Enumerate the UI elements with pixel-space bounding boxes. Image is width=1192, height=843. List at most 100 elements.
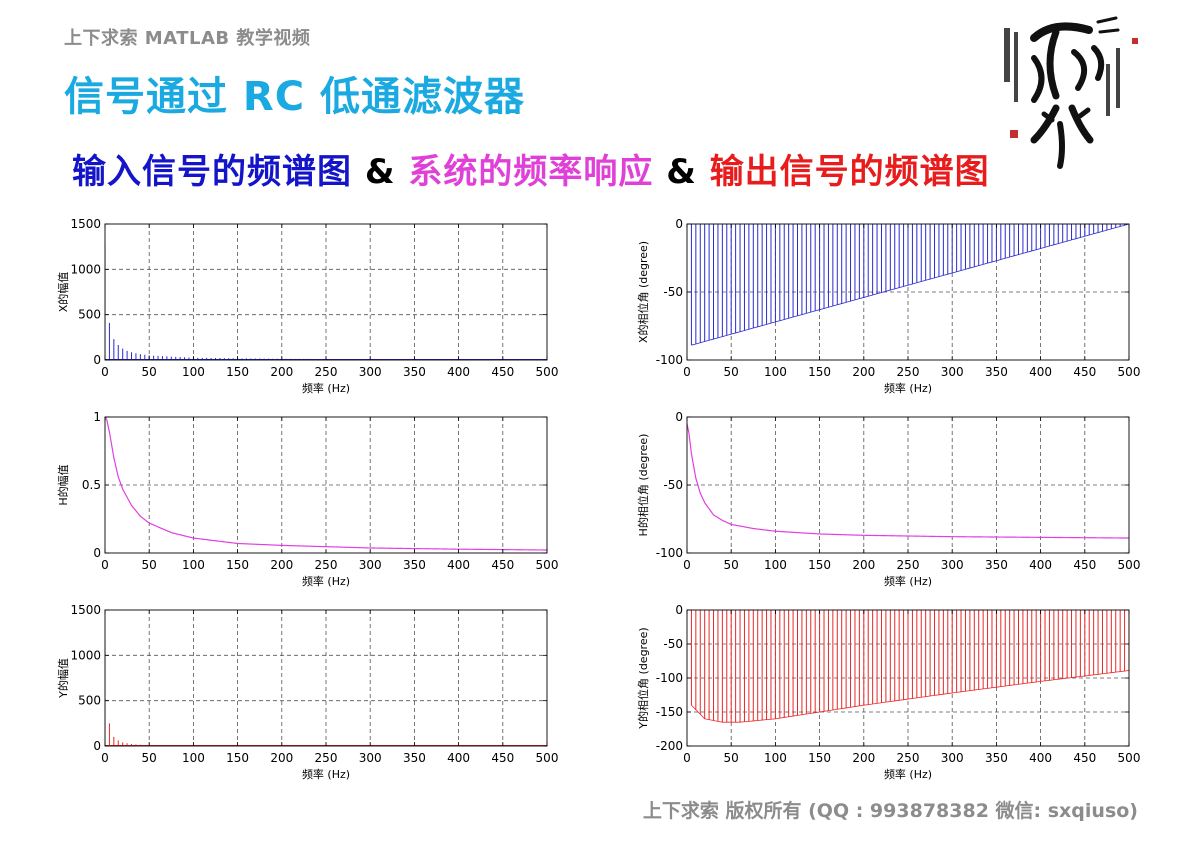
- x-axis-label: 频率 (Hz): [302, 767, 350, 781]
- tick-label-y: 0: [675, 217, 683, 231]
- tick-label-y: 0: [675, 603, 683, 617]
- tick-label-y: 1: [93, 410, 101, 424]
- tick-label-x: 450: [491, 558, 514, 572]
- y-axis-label: Y的相位角 (degree): [636, 627, 650, 729]
- tick-label-y: -50: [663, 637, 683, 651]
- tick-label-x: 500: [1118, 558, 1141, 572]
- tick-label-x: 50: [724, 558, 739, 572]
- data-series: [690, 224, 1129, 346]
- tick-label-x: 400: [447, 365, 470, 379]
- data-series: [690, 610, 1129, 723]
- tick-label-x: 200: [270, 558, 293, 572]
- tick-label-x: 400: [1029, 751, 1052, 765]
- tick-label-x: 100: [764, 365, 787, 379]
- tick-label-x: 100: [182, 365, 205, 379]
- page-title: 信号通过 RC 低通滤波器: [64, 74, 526, 120]
- subtitle-part: &: [666, 152, 710, 192]
- tick-label-y: 1000: [70, 648, 101, 662]
- tick-label-y: 500: [78, 694, 101, 708]
- y-axis-label: X的相位角 (degree): [636, 241, 650, 343]
- tick-label-x: 250: [897, 365, 920, 379]
- tick-label-x: 350: [403, 365, 426, 379]
- subtitle-part: 系统的频率响应: [408, 152, 667, 192]
- tick-label-x: 150: [808, 558, 831, 572]
- tick-label-x: 350: [403, 751, 426, 765]
- tick-label-y: -100: [656, 671, 683, 685]
- tick-label-x: 250: [897, 558, 920, 572]
- tick-label-x: 50: [724, 751, 739, 765]
- tick-label-y: 500: [78, 308, 101, 322]
- tick-label-y: 1000: [70, 262, 101, 276]
- data-series: [105, 417, 547, 551]
- tick-label-y: -200: [656, 739, 683, 753]
- tick-label-x: 50: [142, 365, 157, 379]
- tick-label-x: 500: [536, 365, 559, 379]
- tick-label-y: -50: [663, 478, 683, 492]
- response-curve: [105, 417, 547, 551]
- tick-label-x: 0: [683, 751, 691, 765]
- tick-label-x: 0: [683, 558, 691, 572]
- tick-label-x: 100: [764, 751, 787, 765]
- tick-label-x: 500: [1118, 365, 1141, 379]
- tick-label-x: 350: [985, 558, 1008, 572]
- seal-calligraphy-logo: [1004, 16, 1138, 169]
- tick-label-x: 150: [226, 558, 249, 572]
- tick-label-x: 150: [808, 751, 831, 765]
- tick-label-x: 0: [683, 365, 691, 379]
- tick-label-y: 1500: [70, 217, 101, 231]
- tick-label-y: 0: [675, 410, 683, 424]
- tick-label-x: 0: [101, 365, 109, 379]
- x-axis-label: 频率 (Hz): [302, 381, 350, 395]
- envelope-trace: [691, 670, 1129, 723]
- tick-label-x: 50: [724, 365, 739, 379]
- tick-label-x: 0: [101, 751, 109, 765]
- data-series: [687, 423, 1129, 539]
- tick-label-x: 100: [764, 558, 787, 572]
- tick-label-x: 350: [403, 558, 426, 572]
- tick-label-x: 200: [270, 751, 293, 765]
- tick-label-x: 450: [1073, 365, 1096, 379]
- tick-label-x: 100: [182, 751, 205, 765]
- envelope-trace: [691, 224, 1129, 346]
- y-axis-label: H的幅值: [56, 464, 70, 505]
- tick-label-x: 300: [359, 751, 382, 765]
- tick-label-x: 400: [1029, 365, 1052, 379]
- tick-label-y: 1500: [70, 603, 101, 617]
- subtitle-part: 输出信号的频谱图: [709, 152, 990, 192]
- tick-label-x: 50: [142, 558, 157, 572]
- tick-label-x: 250: [897, 751, 920, 765]
- tick-label-x: 400: [1029, 558, 1052, 572]
- x-axis-label: 频率 (Hz): [884, 574, 932, 588]
- tick-label-x: 450: [491, 751, 514, 765]
- tick-label-x: 200: [270, 365, 293, 379]
- tick-label-x: 150: [808, 365, 831, 379]
- y-axis-label: H的相位角 (degree): [636, 434, 650, 537]
- tick-label-x: 300: [941, 751, 964, 765]
- tick-label-x: 450: [1073, 751, 1096, 765]
- tick-label-x: 450: [1073, 558, 1096, 572]
- tick-label-y: -150: [656, 705, 683, 719]
- tick-label-x: 500: [536, 751, 559, 765]
- tick-label-x: 0: [101, 558, 109, 572]
- tick-label-y: 0: [93, 353, 101, 367]
- tick-label-x: 300: [359, 558, 382, 572]
- tick-label-y: -50: [663, 285, 683, 299]
- tick-label-x: 500: [536, 558, 559, 572]
- y-axis-label: Y的幅值: [56, 658, 70, 699]
- tick-label-x: 500: [1118, 751, 1141, 765]
- tick-label-x: 200: [852, 751, 875, 765]
- tick-label-y: 0: [93, 546, 101, 560]
- tick-label-x: 250: [315, 558, 338, 572]
- stem-lines: [690, 610, 1129, 723]
- page-subtitle: 输入信号的频谱图 & 系统的频率响应 & 输出信号的频谱图: [72, 144, 990, 193]
- tick-label-x: 350: [985, 365, 1008, 379]
- tick-label-y: -100: [656, 353, 683, 367]
- copyright-footer: 上下求索 版权所有 (QQ : 993878382 微信: sxqiuso): [642, 800, 1138, 822]
- stem-lines: [690, 224, 1126, 346]
- x-axis-label: 频率 (Hz): [884, 767, 932, 781]
- x-axis-label: 频率 (Hz): [302, 574, 350, 588]
